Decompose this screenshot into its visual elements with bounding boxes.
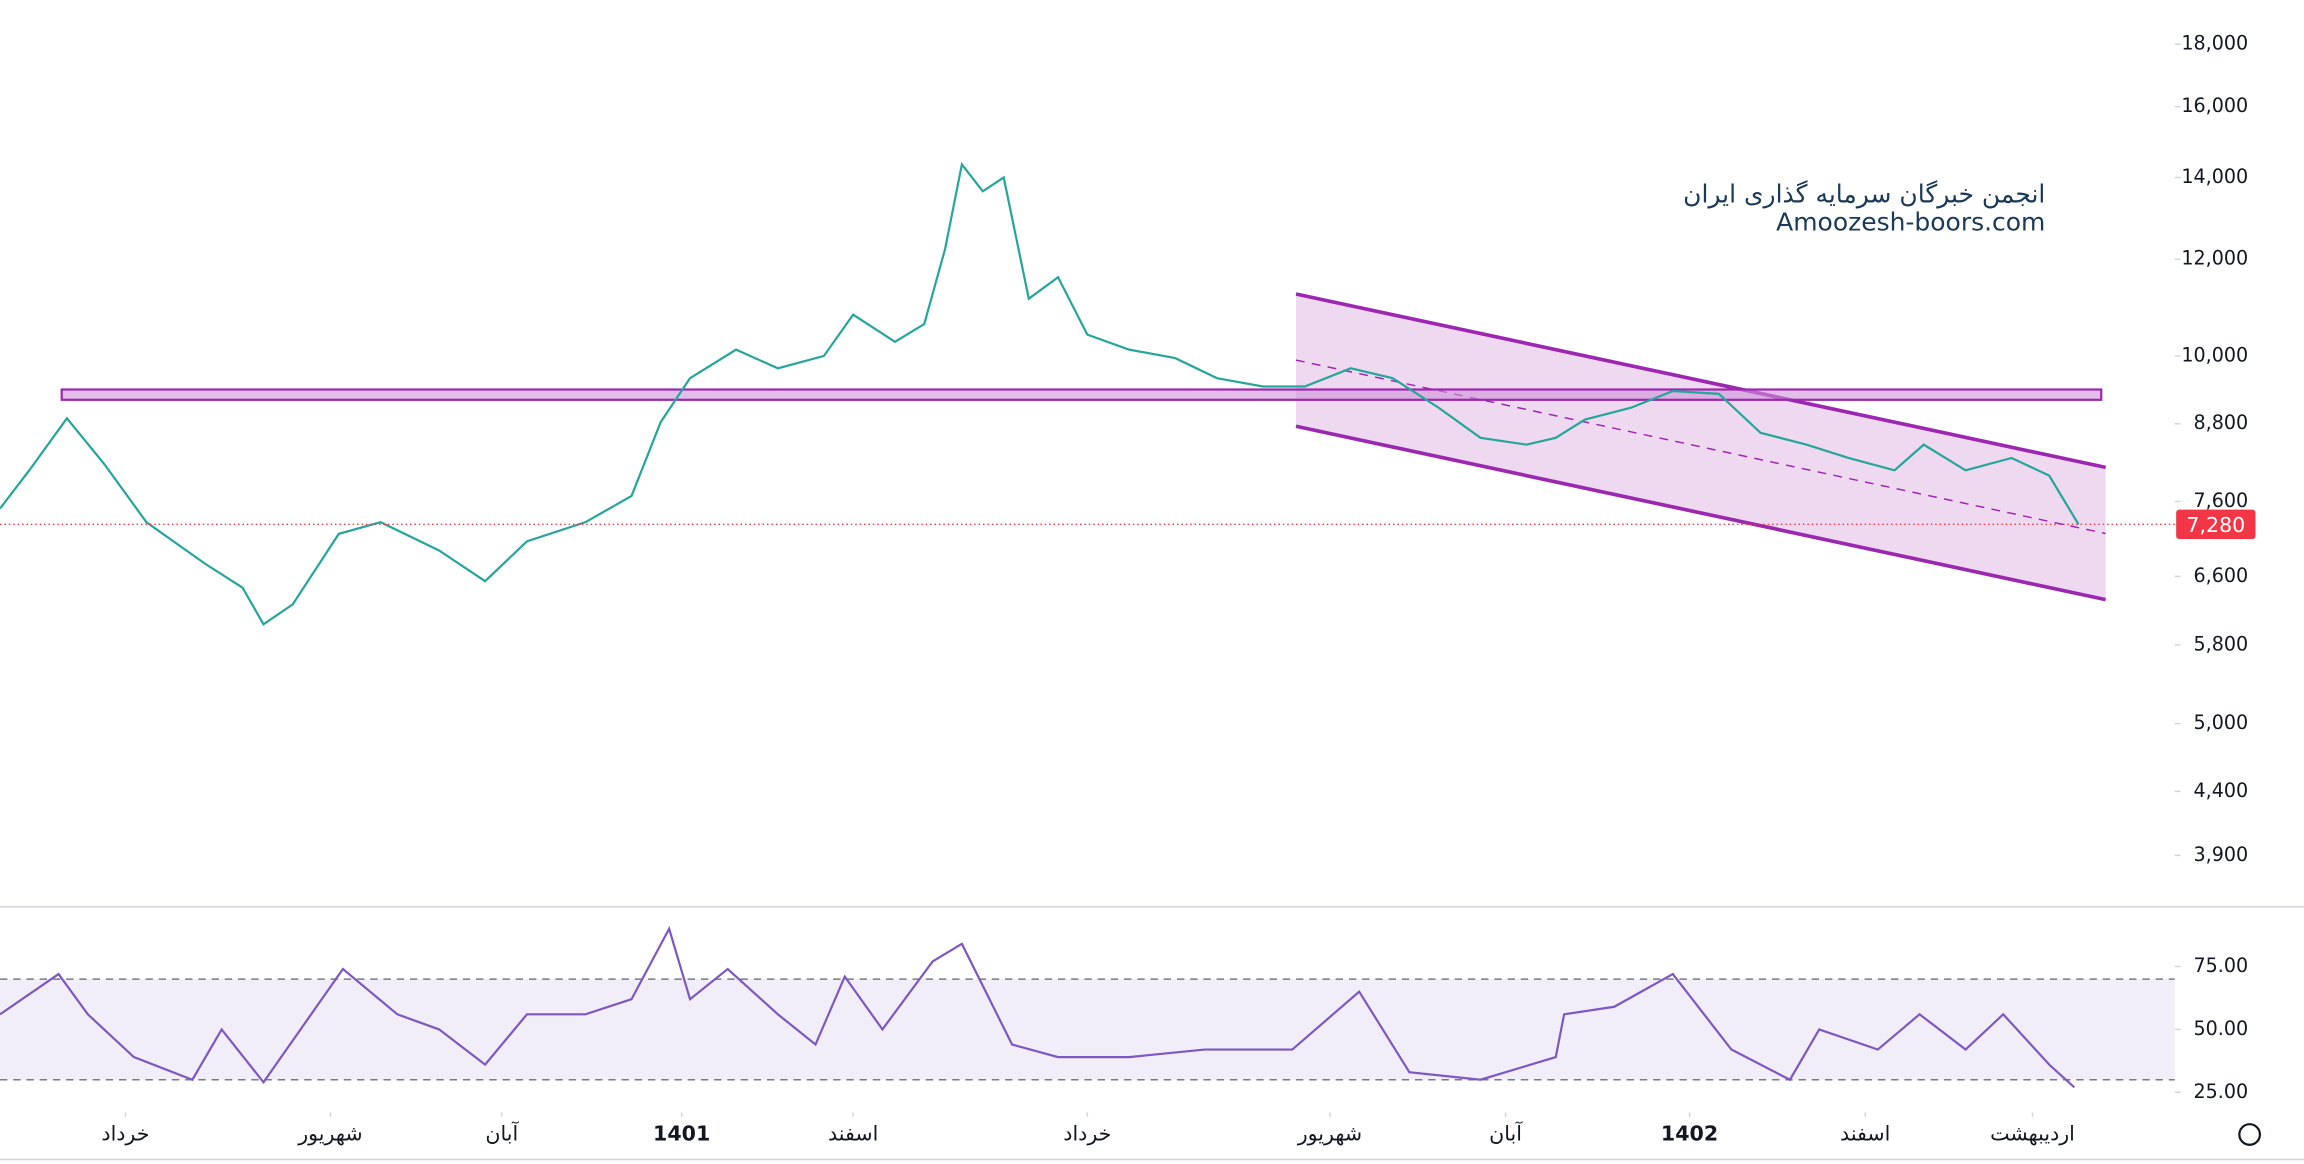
watermark: Amoozesh-boors.com (1776, 207, 2045, 236)
x-tick-label: اردیبهشت (1990, 1121, 2075, 1145)
x-tick-label: خرداد (101, 1121, 149, 1145)
x-tick-label: اسفند (828, 1121, 878, 1145)
y-tick-label: 5,800 (2193, 632, 2248, 655)
x-tick-label: آبان (485, 1120, 519, 1145)
resistance-zone (60, 388, 2103, 401)
y-tick-label: 8,800 (2193, 411, 2248, 434)
y-tick-label: 4,400 (2193, 779, 2248, 802)
y-tick-label: 50.00 (2193, 1017, 2248, 1040)
x-tick-label: آبان (1489, 1120, 1523, 1145)
settings-icon[interactable] (2238, 1123, 2262, 1146)
y-tick-label: 3,900 (2193, 843, 2248, 866)
y-tick-label: 16,000 (2181, 94, 2248, 117)
channel-upper (1295, 292, 2107, 470)
watermark: انجمن خبرگان سرمایه گذاری ایران (1683, 180, 2045, 209)
x-tick-label: شهریور (1297, 1121, 1362, 1145)
y-tick-label: 75.00 (2193, 954, 2248, 977)
channel-fill (1296, 294, 2106, 600)
rsi-line (0, 925, 2076, 1089)
x-tick-label: شهریور (297, 1121, 362, 1145)
last-price-label: 7,280 (2186, 513, 2245, 537)
x-tick-label: 1402 (1661, 1121, 1718, 1145)
y-tick-label: 10,000 (2181, 343, 2248, 366)
y-tick-label: 12,000 (2181, 247, 2248, 270)
y-tick-label: 14,000 (2181, 165, 2248, 188)
y-tick-label: 18,000 (2181, 32, 2248, 55)
x-tick-label: 1401 (653, 1121, 710, 1145)
rsi-band (0, 979, 2175, 1080)
x-tick-label: خرداد (1063, 1121, 1111, 1145)
y-tick-label: 6,600 (2193, 564, 2248, 587)
channel-lower (1295, 424, 2107, 602)
x-tick-label: اسفند (1840, 1121, 1890, 1145)
y-tick-label: 7,600 (2193, 489, 2248, 512)
price-line (0, 161, 2080, 626)
y-tick-label: 25.00 (2193, 1080, 2248, 1103)
y-tick-label: 5,000 (2193, 711, 2248, 734)
last-price-box (2176, 509, 2256, 540)
